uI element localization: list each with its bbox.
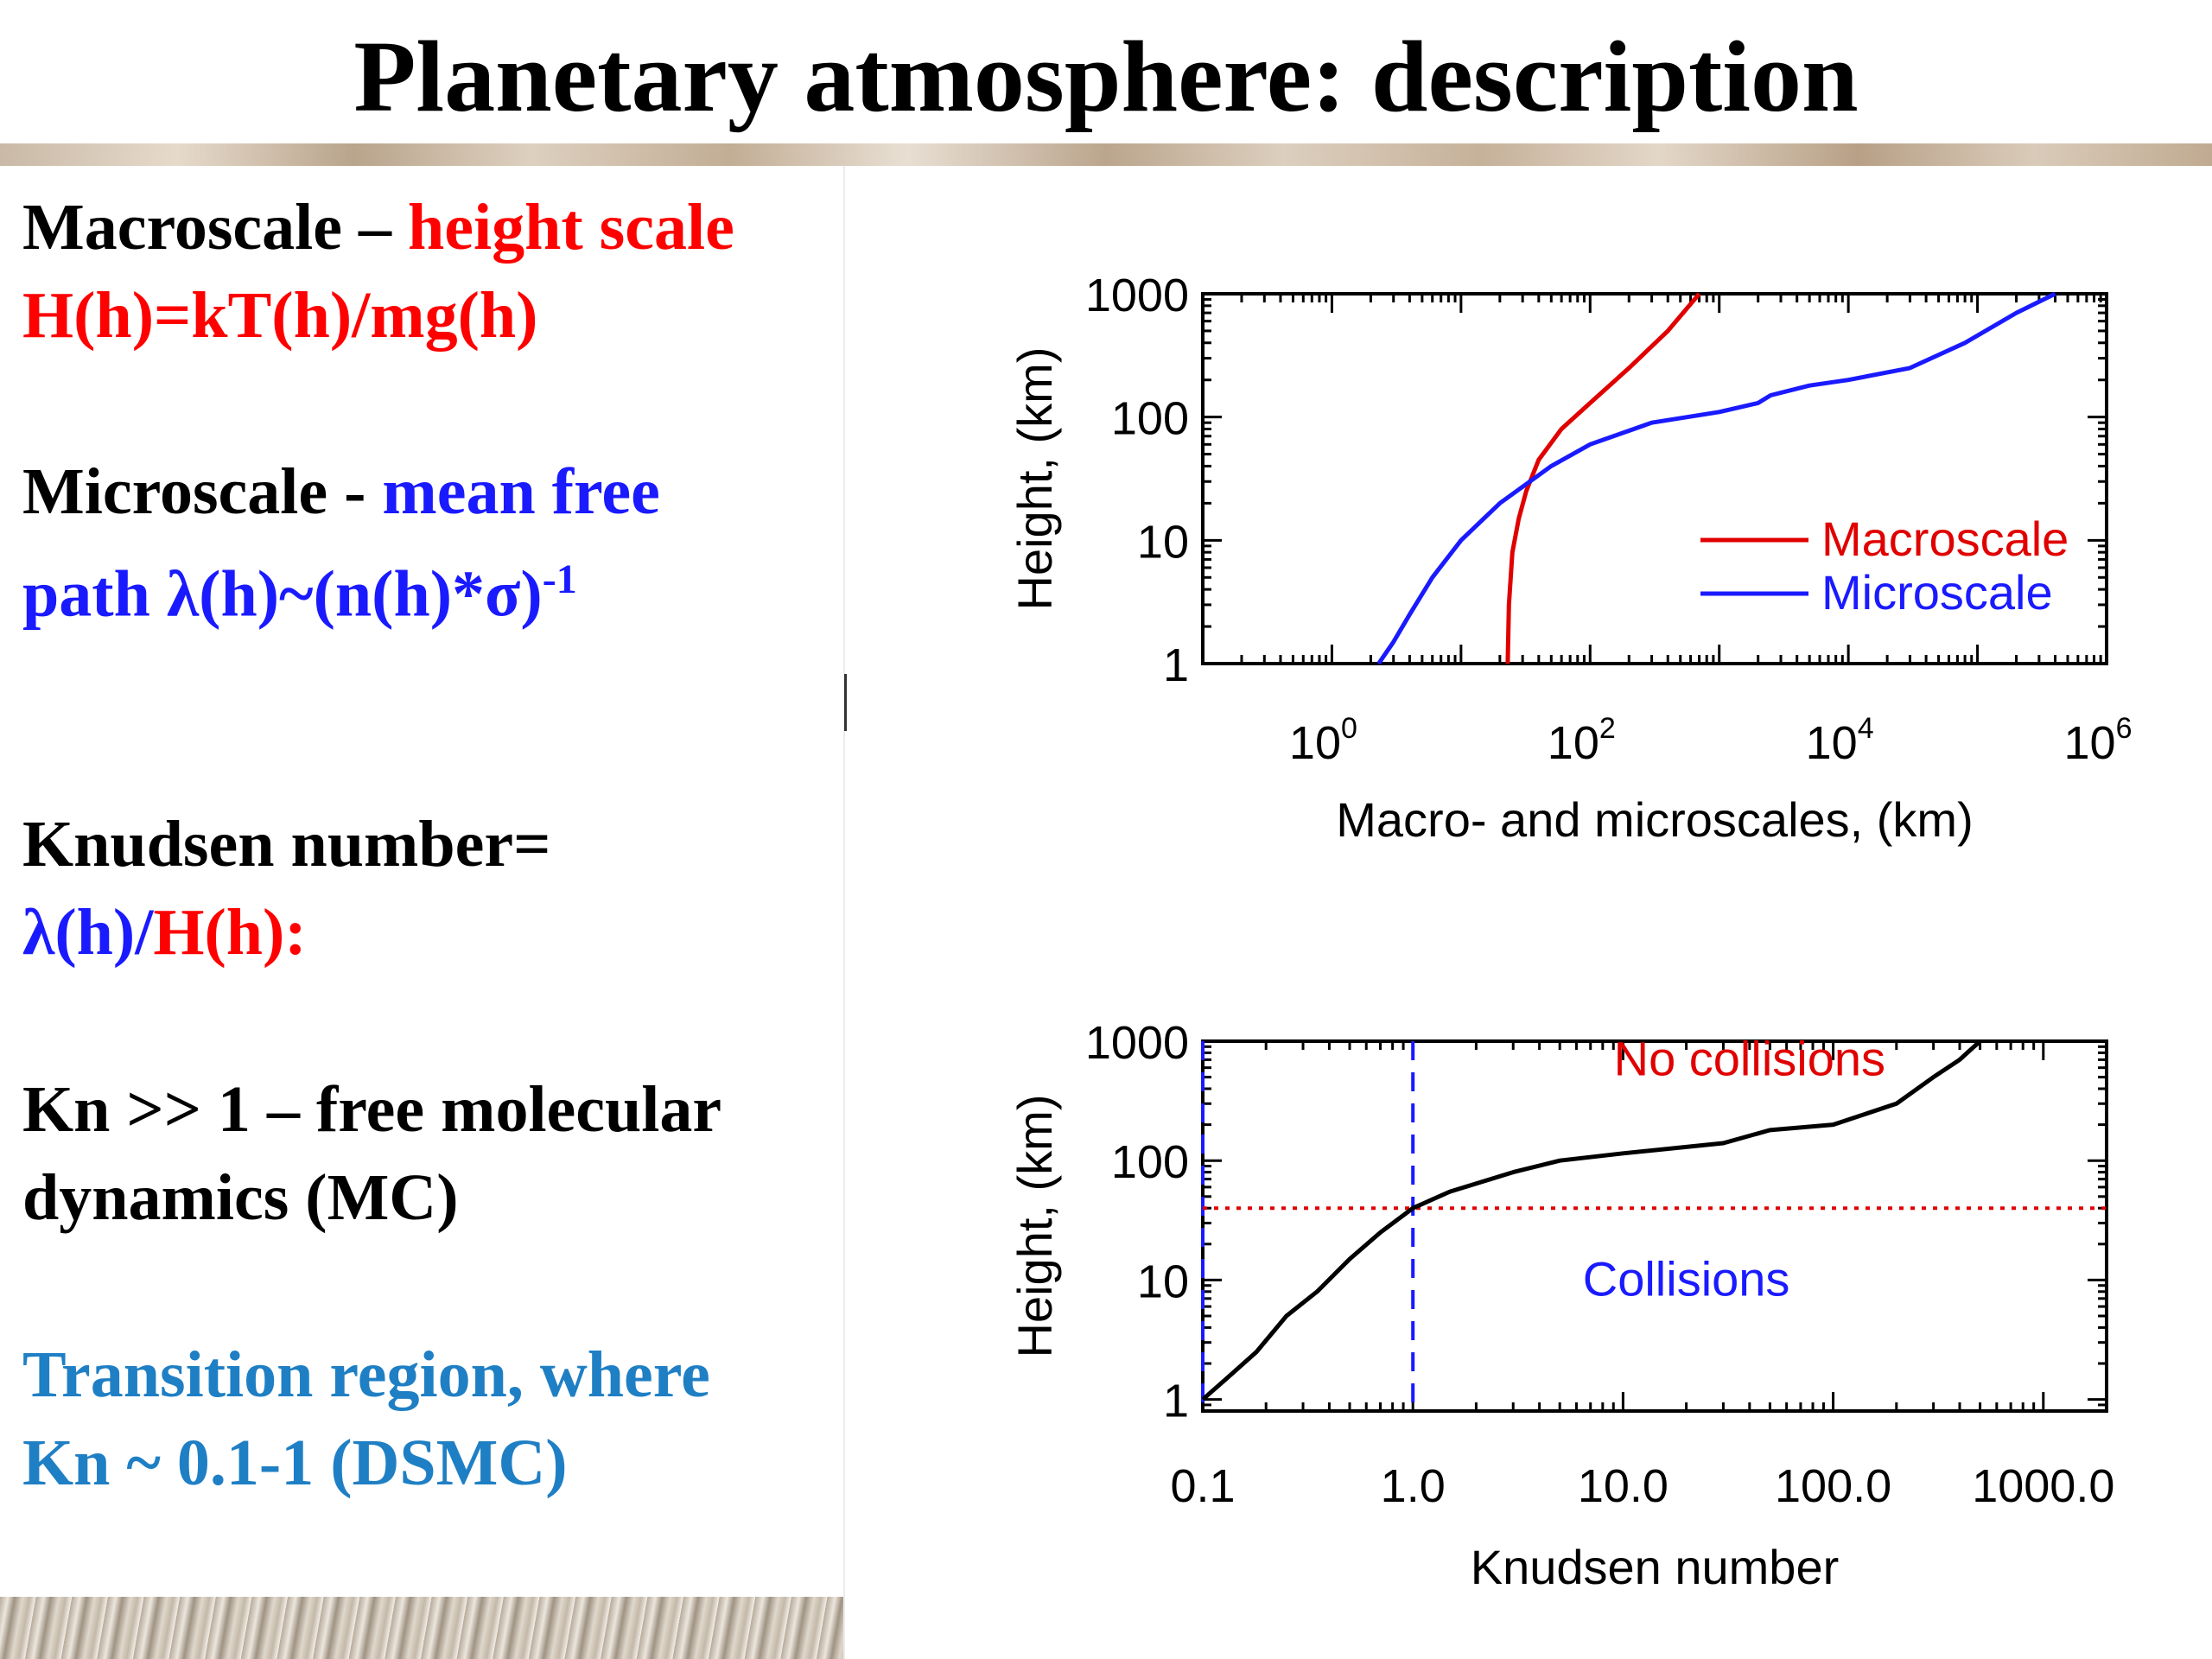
title-decorative-stripe <box>0 143 2212 166</box>
macroscale-label: Macroscale – <box>22 191 391 264</box>
x-tick-exponent: 4 <box>1858 712 1874 745</box>
free-molecular-line1: Kn >> 1 – free molecular <box>22 1073 722 1146</box>
y-tick-label: 1000 <box>1085 1017 1189 1069</box>
x-tick-exponent: 6 <box>2116 712 2133 745</box>
x-tick-label: 106 <box>2064 712 2133 769</box>
x-axis-label: Macro- and microscales, (km) <box>1336 792 1973 847</box>
microscale-label: Microscale - <box>22 455 366 528</box>
transition-line1: Transition region, where <box>22 1338 710 1411</box>
y-axis-label: Height, (km) <box>1007 347 1062 611</box>
annotation-label: No collisions <box>1614 1031 1885 1085</box>
height-scale-formula: H(h)=kT(h)/mg(h) <box>22 279 538 352</box>
height-scale-label: height scale <box>407 191 734 264</box>
transition-line2: Kn ~ 0.1-1 (DSMC) <box>22 1427 568 1499</box>
mean-free-label: mean free <box>382 455 660 528</box>
x-tick-label: 104 <box>1806 712 1874 769</box>
column-divider <box>843 166 845 1659</box>
x-tick-label: 1.0 <box>1381 1460 1446 1512</box>
series-line-microscale <box>1376 291 2056 665</box>
x-tick-base: 10 <box>1289 717 1341 769</box>
microscale-paragraph: Microscale - mean free path λ(h)~(n(h)*σ… <box>22 448 843 638</box>
knudsen-label: Knudsen number= <box>22 808 551 880</box>
knudsen-height-scale: H(h): <box>153 896 307 969</box>
free-molecular-paragraph: Kn >> 1 – free molecular dynamics (MC) <box>22 1065 843 1242</box>
x-tick-base: 10 <box>2064 717 2116 769</box>
knudsen-chart: 0.1 1.0 10.0 100.0 1000.0 1 10 100 1000 Knudsen n… <box>1007 1017 2114 1594</box>
x-tick-label: 102 <box>1548 712 1616 769</box>
x-tick-label: 100 <box>1289 712 1357 769</box>
y-tick-label: 1000 <box>1085 270 1189 321</box>
y-tick-label: 1 <box>1163 1376 1189 1427</box>
x-tick-exponent: 2 <box>1599 712 1616 745</box>
y-tick-label: 10 <box>1137 516 1189 568</box>
plot-frame <box>1201 1039 2108 1413</box>
y-tick-label: 100 <box>1111 1136 1189 1188</box>
plot-frame <box>1201 292 2108 665</box>
knudsen-lambda: λ(h)/ <box>22 896 154 969</box>
slide-title: Planetary atmosphere: description <box>353 20 1859 133</box>
mean-free-path-exponent: -1 <box>542 556 577 602</box>
x-tick-base: 10 <box>1806 717 1858 769</box>
divider-mark <box>844 674 847 731</box>
transition-paragraph: Transition region, where Kn ~ 0.1-1 (DSM… <box>22 1331 843 1507</box>
macroscale-line1: Macroscale – height scale <box>22 183 843 271</box>
y-tick-label: 1 <box>1163 639 1189 691</box>
x-tick-label: 100.0 <box>1775 1460 1891 1512</box>
x-tick-exponent: 0 <box>1341 712 1357 745</box>
y-tick-label: 100 <box>1111 393 1189 445</box>
macroscale-paragraph: Macroscale – height scale H(h)=kT(h)/mg(… <box>22 183 843 359</box>
mean-free-path-text: path λ(h)~(n(h)*σ) <box>22 557 543 631</box>
legend-label: Microscale <box>1821 565 2053 620</box>
annotation-label: Collisions <box>1583 1251 1790 1306</box>
decorative-texture <box>0 1597 843 1659</box>
x-tick-label: 1000.0 <box>1972 1460 2114 1512</box>
free-molecular-line2: dynamics (MC) <box>22 1161 459 1234</box>
y-tick-label: 10 <box>1137 1255 1189 1307</box>
knudsen-formula: λ(h)/H(h): <box>22 888 843 976</box>
series-line-macroscale <box>1505 292 1701 664</box>
mean-free-path-formula: path λ(h)~(n(h)*σ)-1 <box>22 536 843 638</box>
knudsen-paragraph: Knudsen number= λ(h)/H(h): <box>22 800 843 976</box>
microscale-line1: Microscale - mean free <box>22 448 843 536</box>
x-tick-base: 10 <box>1548 717 1599 769</box>
x-tick-label: 0.1 <box>1170 1460 1235 1512</box>
x-tick-label: 10.0 <box>1578 1460 1669 1512</box>
series-line-knudsen <box>1201 1039 1982 1402</box>
y-axis-label: Height, (km) <box>1007 1095 1062 1358</box>
x-axis-label: Knudsen number <box>1471 1540 1840 1594</box>
legend-label: Macroscale <box>1821 512 2069 566</box>
